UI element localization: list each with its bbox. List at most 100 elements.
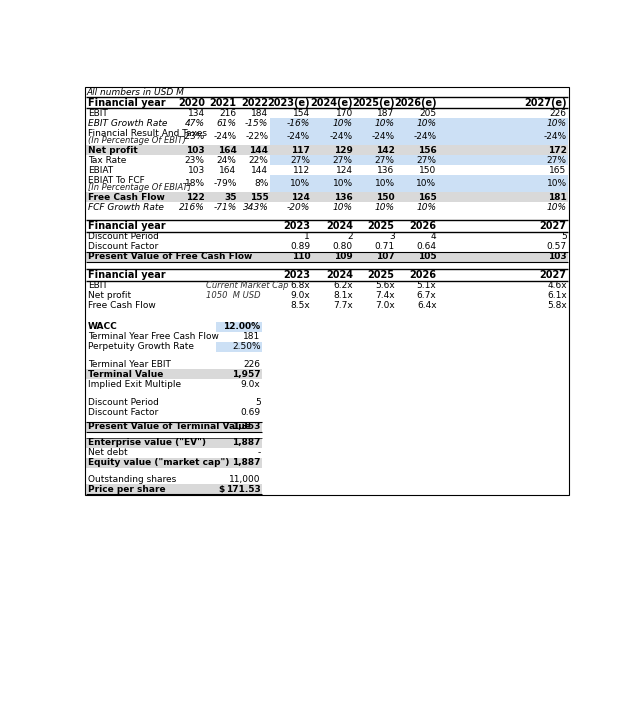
Text: 109: 109 <box>334 252 353 261</box>
Text: 170: 170 <box>335 109 353 118</box>
Bar <box>86 202 568 213</box>
Text: 0.57: 0.57 <box>547 242 566 251</box>
Text: 181: 181 <box>243 332 260 341</box>
Text: 8.1x: 8.1x <box>333 291 353 301</box>
Text: 181: 181 <box>548 193 566 202</box>
Text: 136: 136 <box>334 193 353 202</box>
Text: -24%: -24% <box>543 132 566 142</box>
Text: 2027(e): 2027(e) <box>524 98 566 108</box>
Text: FCF Growth Rate: FCF Growth Rate <box>88 203 164 212</box>
Text: 1050  M USD: 1050 M USD <box>206 291 261 301</box>
Bar <box>270 156 568 165</box>
Bar <box>86 97 568 108</box>
Bar <box>216 341 262 352</box>
Text: 6.7x: 6.7x <box>417 291 436 301</box>
Bar <box>86 165 568 175</box>
Text: 11,000: 11,000 <box>229 474 260 484</box>
Text: 12.00%: 12.00% <box>223 322 260 331</box>
Text: EBIAT: EBIAT <box>88 166 113 175</box>
Text: 2026: 2026 <box>410 270 436 280</box>
Text: 10%: 10% <box>547 203 566 212</box>
Text: Financial year: Financial year <box>88 98 165 108</box>
Text: Discount Period: Discount Period <box>88 232 159 241</box>
Text: Terminal Year EBIT: Terminal Year EBIT <box>88 360 171 369</box>
Bar <box>86 281 568 291</box>
Bar <box>86 301 568 311</box>
Text: 129: 129 <box>334 146 353 155</box>
Bar <box>216 322 262 332</box>
Text: 10%: 10% <box>333 203 353 212</box>
Text: 2027: 2027 <box>540 221 566 231</box>
Text: Perpetuity Growth Rate: Perpetuity Growth Rate <box>88 342 194 351</box>
Bar <box>86 474 262 484</box>
Text: 0.89: 0.89 <box>290 242 310 251</box>
Bar <box>86 379 262 389</box>
Text: 9.0x: 9.0x <box>241 380 260 389</box>
Text: Free Cash Flow: Free Cash Flow <box>88 301 156 310</box>
Text: 8%: 8% <box>254 180 268 188</box>
Text: -24%: -24% <box>287 132 310 142</box>
Text: -24%: -24% <box>330 132 353 142</box>
Text: -24%: -24% <box>372 132 395 142</box>
Text: 156: 156 <box>418 146 436 155</box>
Text: 343%: 343% <box>243 203 268 212</box>
Text: -24%: -24% <box>413 132 436 142</box>
Text: 27%: 27% <box>333 156 353 165</box>
Text: Net profit: Net profit <box>88 291 131 301</box>
Bar <box>86 118 568 128</box>
Text: 110: 110 <box>292 252 310 261</box>
Text: 5.1x: 5.1x <box>417 282 436 290</box>
Text: 155: 155 <box>250 193 268 202</box>
Text: 226: 226 <box>550 109 566 118</box>
Text: All numbers in USD M: All numbers in USD M <box>86 88 184 96</box>
Text: 184: 184 <box>252 109 268 118</box>
Bar <box>86 156 568 165</box>
Text: 9.0x: 9.0x <box>291 291 310 301</box>
Text: 122: 122 <box>186 193 205 202</box>
Bar <box>86 175 568 192</box>
Text: 2023: 2023 <box>283 270 310 280</box>
Text: 2021: 2021 <box>209 98 237 108</box>
Text: 165: 165 <box>418 193 436 202</box>
Text: 172: 172 <box>548 146 566 155</box>
Text: Terminal Year Free Cash Flow: Terminal Year Free Cash Flow <box>88 332 219 341</box>
Text: 226: 226 <box>244 360 260 369</box>
Bar <box>86 458 262 468</box>
Text: EBIAT To FCF: EBIAT To FCF <box>88 176 145 185</box>
Text: 205: 205 <box>419 109 436 118</box>
Text: 2027: 2027 <box>540 270 566 280</box>
Text: [In Percentage Of EBIAT]: [In Percentage Of EBIAT] <box>88 183 191 192</box>
Bar <box>86 438 262 448</box>
Text: -22%: -22% <box>245 132 268 142</box>
Text: 10%: 10% <box>333 119 353 128</box>
Text: 136: 136 <box>378 166 395 175</box>
Text: Terminal Value: Terminal Value <box>88 370 163 379</box>
Text: 103: 103 <box>548 252 566 261</box>
Text: 0.64: 0.64 <box>417 242 436 251</box>
Bar <box>270 118 568 128</box>
Text: 2022: 2022 <box>241 98 268 108</box>
Text: 134: 134 <box>188 109 205 118</box>
Text: 154: 154 <box>293 109 310 118</box>
Text: 1: 1 <box>305 232 310 241</box>
Text: 27%: 27% <box>547 156 566 165</box>
Text: 10%: 10% <box>374 119 395 128</box>
Text: 5: 5 <box>255 398 260 407</box>
Text: 2026: 2026 <box>410 221 436 231</box>
Text: 1,887: 1,887 <box>232 439 260 448</box>
Text: 4.6x: 4.6x <box>547 282 566 290</box>
Text: 2024: 2024 <box>326 221 353 231</box>
Text: 1,353: 1,353 <box>232 422 260 432</box>
Text: 2023: 2023 <box>283 221 310 231</box>
Text: WACC: WACC <box>88 322 118 331</box>
Text: 2025: 2025 <box>367 270 395 280</box>
Text: 124: 124 <box>291 193 310 202</box>
Bar <box>86 484 262 494</box>
Bar <box>86 422 262 432</box>
Text: 27%: 27% <box>290 156 310 165</box>
Text: (In Percentage Of EBIT): (In Percentage Of EBIT) <box>88 136 186 145</box>
Text: Net profit: Net profit <box>88 146 138 155</box>
Bar <box>86 270 568 281</box>
Text: Financial Result And Taxes: Financial Result And Taxes <box>88 130 207 138</box>
Text: 10%: 10% <box>374 203 395 212</box>
